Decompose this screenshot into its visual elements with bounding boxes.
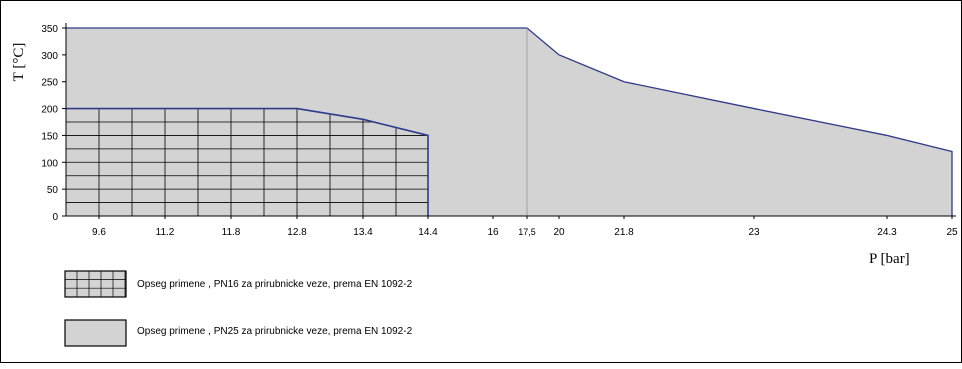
legend-swatch-grid [64, 270, 127, 298]
x-tick-label: 21.8 [614, 227, 634, 238]
y-tick-label: 100 [41, 158, 58, 169]
legend-swatch-solid [64, 319, 127, 347]
x-tick-label: 20 [553, 227, 565, 238]
y-tick-label: 300 [41, 51, 58, 62]
x-tick-label: 9.6 [92, 227, 106, 238]
x-tick-label: 25 [946, 227, 958, 238]
x-tick-label: 11.2 [156, 227, 175, 238]
y-axis-label: T [°C] [11, 43, 27, 82]
series-line-pn25 [66, 27, 953, 216]
x-axis-label: P [bar] [869, 251, 910, 267]
y-tick-label: 250 [41, 78, 58, 89]
x-tick-label: 12.8 [287, 227, 307, 238]
series-line-pn16 [66, 107, 429, 216]
y-tick-label: 350 [41, 24, 58, 35]
legend-item-pn16: Opseg primene , PN16 za prirubnicke veze… [64, 270, 413, 298]
legend-label-pn25: Opseg primene , PN25 za prirubnicke veze… [137, 326, 413, 337]
x-tick-label: 14.4 [418, 227, 438, 238]
x-tick-label: 13.4 [353, 227, 373, 238]
y-tick-label: 150 [41, 131, 58, 142]
legend: Opseg primene , PN16 za prirubnicke veze… [64, 270, 413, 347]
x-tick-label: 11.8 [222, 227, 241, 238]
x-tick-label: 17,5 [518, 227, 536, 237]
y-tick-label: 50 [47, 185, 59, 196]
x-tick-label: 23 [748, 227, 760, 238]
legend-item-pn25: Opseg primene , PN25 za prirubnicke veze… [64, 319, 413, 347]
y-axis-label-group: T [°C] [11, 43, 27, 82]
x-tick-label: 24.3 [877, 227, 897, 238]
y-tick-label: 200 [41, 105, 58, 116]
y-tick-label: 0 [52, 212, 58, 223]
x-tick-label: 16 [487, 227, 499, 238]
legend-swatch-grid-bg [64, 270, 127, 298]
plot-area: 0 50 100 150 200 250 300 350 9.6 11.2 11.8 12.8 13.4… [41, 23, 958, 238]
legend-label-pn16: Opseg primene , PN16 za prirubnicke veze… [137, 279, 413, 290]
